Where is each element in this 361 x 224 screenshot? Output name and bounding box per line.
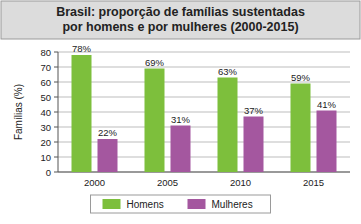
- bar: [72, 55, 92, 172]
- y-tick: [54, 82, 58, 83]
- bar: [218, 78, 238, 173]
- bar: [145, 69, 165, 173]
- y-tick: [54, 52, 58, 53]
- title: Brasil: proporção de famílias sustentada…: [56, 5, 305, 34]
- legend-swatch: [188, 199, 206, 209]
- y-tick-label: 60: [40, 77, 51, 88]
- y-tick: [54, 172, 58, 173]
- x-tick-label: 2010: [230, 177, 251, 188]
- y-tick-label: 40: [40, 107, 51, 118]
- grid-line: [58, 67, 350, 68]
- data-labels: 78% 22% 69% 31% 63% 37% 59% 41%: [72, 43, 337, 138]
- y-tick: [54, 67, 58, 68]
- data-label: 78%: [72, 43, 92, 54]
- x-tick-label: 2005: [157, 177, 178, 188]
- data-label: 59%: [291, 72, 311, 83]
- grid-line: [58, 52, 350, 53]
- data-label: 31%: [171, 114, 191, 125]
- legend-label: Mulheres: [212, 199, 253, 210]
- bar: [98, 139, 118, 172]
- data-label: 63%: [218, 66, 238, 77]
- chart: Brasil: proporção de famílias sustentada…: [0, 0, 361, 224]
- y-tick-label: 20: [40, 137, 51, 148]
- legend: Homens Mulheres: [91, 195, 271, 213]
- y-tick: [54, 142, 58, 143]
- y-tick-label: 80: [40, 47, 51, 58]
- y-axis: [58, 52, 59, 172]
- y-tick: [54, 97, 58, 98]
- y-tick-label: 10: [40, 152, 51, 163]
- bar: [317, 111, 337, 173]
- y-tick: [54, 127, 58, 128]
- x-tick-label: 2015: [303, 177, 324, 188]
- bar: [171, 126, 191, 173]
- y-axis-label: Famílias (%): [13, 84, 24, 140]
- legend-swatch: [103, 199, 121, 209]
- data-label: 22%: [98, 127, 118, 138]
- legend-box: [91, 195, 271, 213]
- bar: [291, 84, 311, 173]
- x-tick-label: 2000: [84, 177, 105, 188]
- y-tick-label: 0: [46, 167, 51, 178]
- data-label: 37%: [244, 105, 264, 116]
- y-tick-label: 50: [40, 92, 51, 103]
- title-line: Brasil: proporção de famílias sustentada…: [56, 5, 305, 19]
- y-tick: [54, 112, 58, 113]
- legend-label: Homens: [127, 199, 164, 210]
- data-label: 41%: [317, 99, 337, 110]
- data-label: 69%: [145, 57, 165, 68]
- title-box: [1, 1, 360, 39]
- y-tick-label: 30: [40, 122, 51, 133]
- bars: [72, 55, 337, 172]
- title-line: por homens e por mulheres (2000-2015): [62, 20, 298, 34]
- y-tick: [54, 157, 58, 158]
- bar: [244, 117, 264, 173]
- y-tick-label: 70: [40, 62, 51, 73]
